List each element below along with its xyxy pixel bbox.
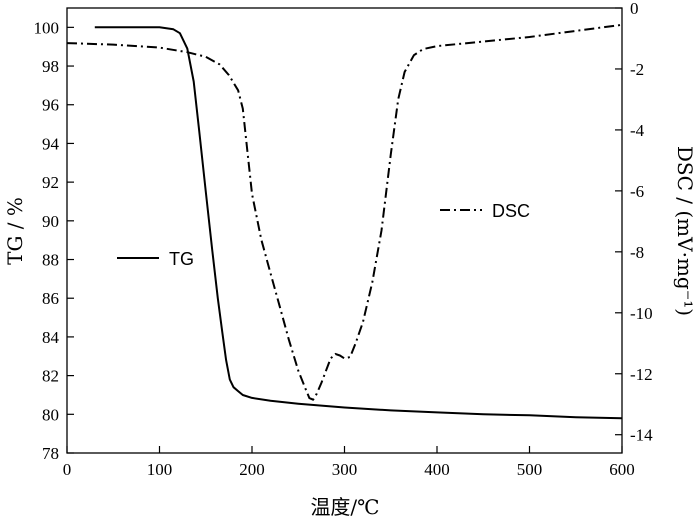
- y-right-tick-label: -4: [630, 121, 645, 140]
- y-left-tick-label: 96: [42, 96, 59, 115]
- legend-tg-label: TG: [169, 249, 194, 269]
- y-right-tick-label: -12: [630, 365, 653, 384]
- y-left-tick-label: 80: [42, 405, 59, 424]
- y-left-tick-label: 90: [42, 212, 59, 231]
- y-axis-left-title: TG / %: [3, 197, 27, 265]
- legend: TG DSC: [117, 201, 530, 269]
- series-layer: [66, 23, 623, 420]
- x-tick-label: 100: [147, 460, 173, 479]
- y-right-tick-label: -10: [630, 304, 653, 323]
- x-tick-label: 0: [63, 460, 72, 479]
- y-left-tick-label: 82: [42, 367, 59, 386]
- y-left-tick-label: 88: [42, 251, 59, 270]
- legend-dsc-label: DSC: [492, 201, 530, 221]
- x-tick-label: 300: [332, 460, 358, 479]
- y-right-tick-label: 0: [630, 0, 639, 18]
- x-axis-title: 温度/℃: [310, 495, 379, 519]
- y-left-tick-label: 84: [42, 328, 60, 347]
- y-left-tick-label: 92: [42, 173, 59, 192]
- x-tick-label: 400: [424, 460, 450, 479]
- x-axis: 0 100 200 300 400 500 600: [63, 446, 635, 479]
- x-tick-label: 500: [517, 460, 543, 479]
- plot-frame: [66, 7, 623, 454]
- series-tg-line: [94, 26, 623, 420]
- y-right-tick-label: -14: [630, 426, 653, 445]
- y-left-tick-label: 86: [42, 289, 59, 308]
- y-right-tick-label: -8: [630, 243, 644, 262]
- y-axis-right-title: DSC / (mV·mg⁻¹): [673, 146, 697, 316]
- y-left-tick-label: 78: [42, 444, 59, 463]
- y-right-tick-label: -6: [630, 182, 644, 201]
- y-left-tick-label: 94: [42, 134, 60, 153]
- y-right-tick-label: -2: [630, 60, 644, 79]
- x-tick-label: 200: [239, 460, 265, 479]
- y-left-tick-label: 100: [34, 18, 60, 37]
- series-dsc-line: [66, 23, 623, 401]
- y-axis-left: 78 80 82 84 86 88 90 92 94 96 98 100: [34, 18, 74, 463]
- y-left-tick-label: 98: [42, 57, 59, 76]
- y-axis-right: -14 -12 -10 -8 -6 -4 -2 0: [615, 0, 653, 445]
- x-tick-label: 600: [609, 460, 635, 479]
